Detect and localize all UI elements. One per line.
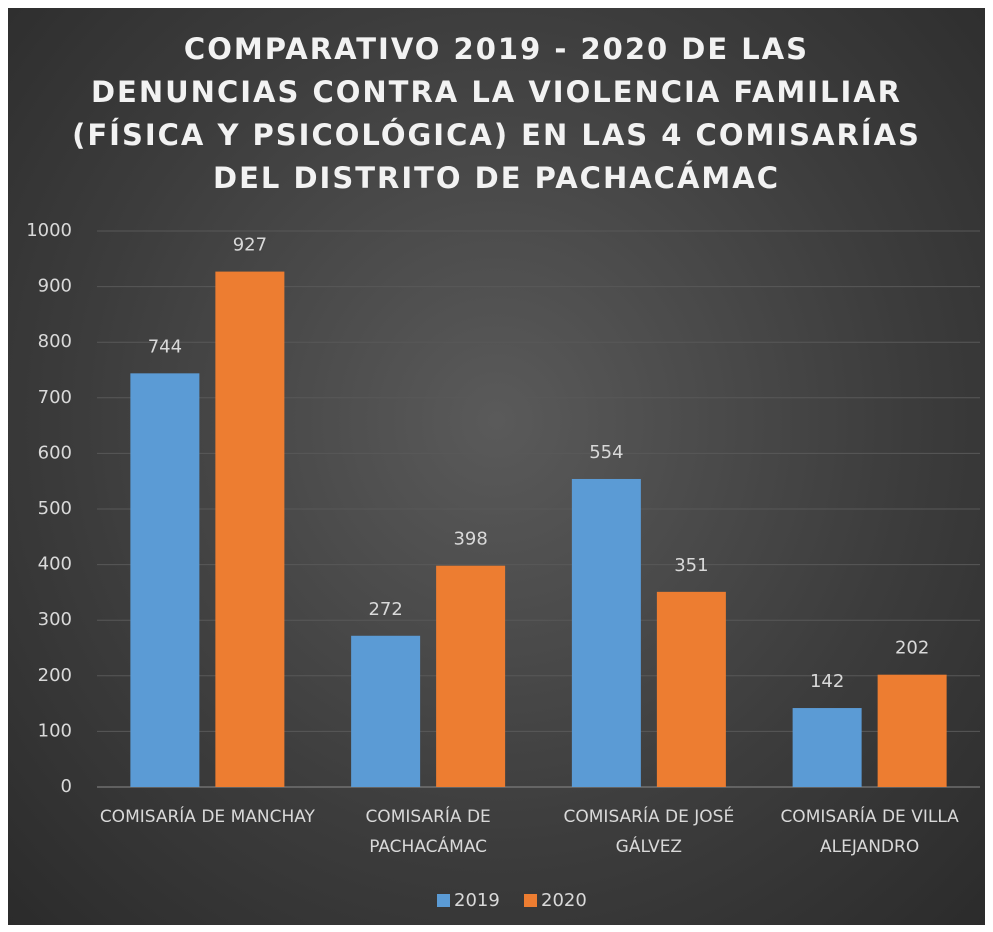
legend-swatch bbox=[437, 894, 450, 907]
y-tick-label: 800 bbox=[38, 331, 72, 352]
y-tick-label: 300 bbox=[38, 609, 72, 630]
bar bbox=[656, 591, 726, 787]
data-label: 744 bbox=[148, 336, 182, 357]
bar bbox=[351, 635, 421, 787]
data-label: 927 bbox=[233, 235, 267, 256]
bar bbox=[215, 271, 285, 787]
data-label: 398 bbox=[453, 529, 487, 550]
bar bbox=[792, 708, 862, 787]
bar bbox=[877, 674, 947, 787]
y-tick-label: 600 bbox=[38, 442, 72, 463]
y-tick-label: 0 bbox=[61, 776, 72, 797]
y-tick-label: 100 bbox=[38, 720, 72, 741]
legend-swatch bbox=[524, 894, 537, 907]
chart-title: DENUNCIAS CONTRA LA VIOLENCIA FAMILIAR bbox=[90, 75, 903, 109]
legend-label: 2020 bbox=[541, 890, 587, 911]
chart-title: (FÍSICA Y PSICOLÓGICA) EN LAS 4 COMISARÍ… bbox=[72, 118, 921, 152]
y-tick-label: 700 bbox=[38, 387, 72, 408]
y-tick-label: 900 bbox=[38, 276, 72, 297]
chart-title: DEL DISTRITO DE PACHACÁMAC bbox=[213, 161, 780, 195]
bar bbox=[130, 373, 200, 787]
data-label: 272 bbox=[368, 599, 402, 620]
data-label: 142 bbox=[810, 671, 844, 692]
data-label: 554 bbox=[589, 442, 623, 463]
data-label: 351 bbox=[674, 555, 708, 576]
x-tick-label: COMISARÍA DE JOSÉ GÁLVEZ bbox=[563, 807, 735, 857]
bar bbox=[571, 478, 641, 787]
y-tick-label: 1000 bbox=[26, 220, 72, 241]
x-tick-label: COMISARÍA DE MANCHAY bbox=[99, 807, 315, 827]
y-tick-label: 200 bbox=[38, 665, 72, 686]
y-tick-label: 500 bbox=[38, 498, 72, 519]
legend-label: 2019 bbox=[454, 890, 500, 911]
data-label: 202 bbox=[895, 638, 929, 659]
x-tick-label: COMISARÍA DE PACHACÁMAC bbox=[365, 807, 491, 857]
y-tick-label: 400 bbox=[38, 554, 72, 575]
x-tick-label: COMISARÍA DE VILLA ALEJANDRO bbox=[780, 807, 959, 857]
chart-title: COMPARATIVO 2019 - 2020 DE LAS bbox=[183, 32, 810, 66]
bar bbox=[436, 565, 506, 787]
